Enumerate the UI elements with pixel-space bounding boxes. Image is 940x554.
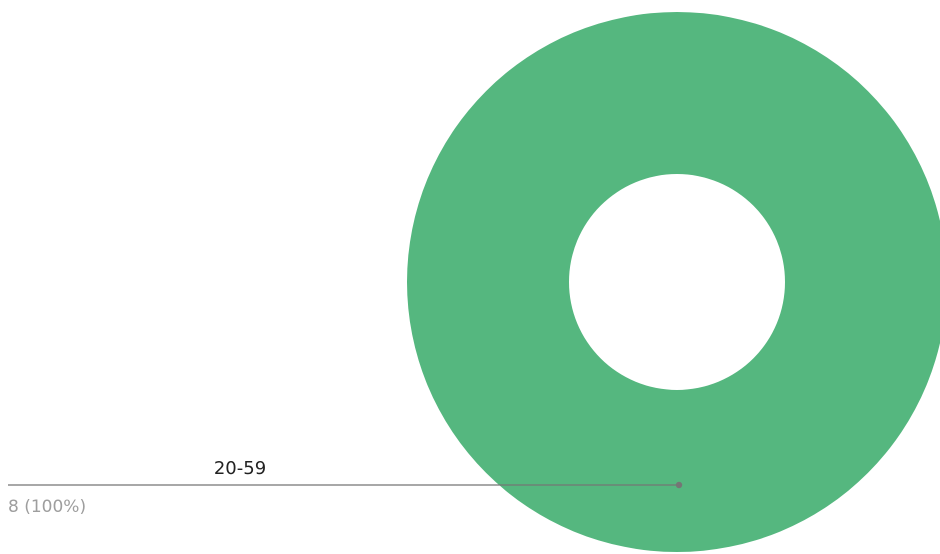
slices-group — [407, 12, 940, 552]
leader-dot — [675, 481, 683, 489]
donut-slice-0[interactable] — [407, 12, 940, 552]
slice-value-label: 8 (100%) — [8, 497, 86, 517]
leader-lines-group — [8, 481, 683, 489]
slice-label: 20-59 — [214, 458, 266, 479]
